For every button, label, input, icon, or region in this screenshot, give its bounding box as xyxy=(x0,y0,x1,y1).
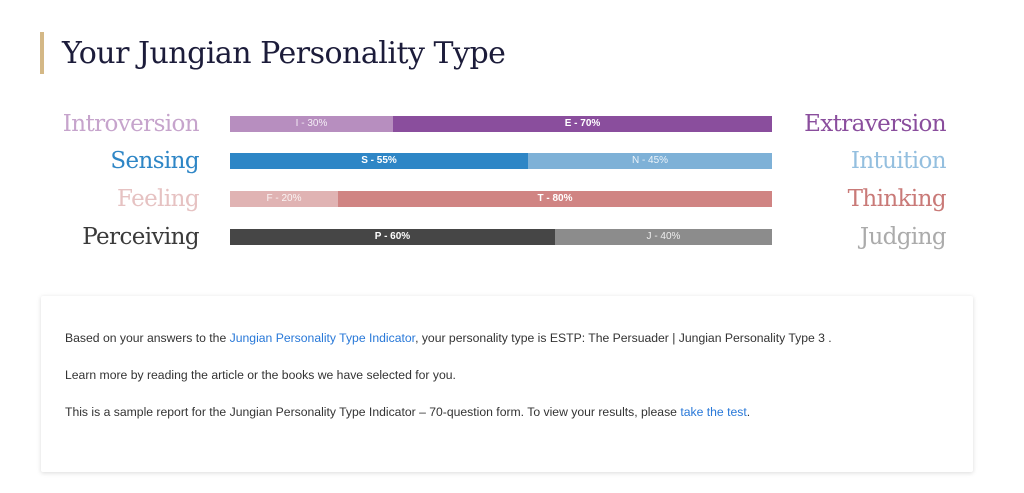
scale-left-label: Perceiving xyxy=(82,224,199,250)
bar-segment-right: J - 40% xyxy=(555,229,772,245)
bar-segment-left: P - 60% xyxy=(230,229,555,245)
bar-segment-left: I - 30% xyxy=(230,116,393,132)
report-summary: Based on your answers to the Jungian Per… xyxy=(65,328,949,348)
scale-right-label: Extraversion xyxy=(804,111,947,137)
sample-note-suffix: . xyxy=(746,405,751,419)
title-accent-bar xyxy=(40,32,44,74)
summary-suffix: , your personality type is ESTP: The Per… xyxy=(415,331,832,345)
scale-left-label: Introversion xyxy=(62,111,200,137)
scale-bar: F - 20% T - 80% xyxy=(230,191,772,207)
sample-note-prefix: This is a sample report for the Jungian … xyxy=(65,405,681,419)
report-card: Based on your answers to the Jungian Per… xyxy=(41,296,973,472)
scale-left-label: Feeling xyxy=(117,186,200,212)
scale-row-ie: Introversion I - 30% E - 70% Extraversio… xyxy=(0,109,1024,139)
scale-row-ft: Feeling F - 20% T - 80% Thinking xyxy=(0,184,1024,214)
scale-bar: P - 60% J - 40% xyxy=(230,229,772,245)
scale-left-label: Sensing xyxy=(110,148,199,174)
take-test-link[interactable]: take the test xyxy=(680,405,747,419)
page-header: Your Jungian Personality Type xyxy=(40,32,506,74)
page-title: Your Jungian Personality Type xyxy=(62,35,506,71)
bar-segment-right: T - 80% xyxy=(338,191,772,207)
report-sample-note: This is a sample report for the Jungian … xyxy=(65,402,949,422)
scale-row-sn: Sensing S - 55% N - 45% Intuition xyxy=(0,146,1024,176)
bar-segment-left: F - 20% xyxy=(230,191,338,207)
bar-segment-right: N - 45% xyxy=(528,153,772,169)
scale-bar: I - 30% E - 70% xyxy=(230,116,772,132)
bar-segment-left: S - 55% xyxy=(230,153,528,169)
bar-segment-right: E - 70% xyxy=(393,116,772,132)
scale-row-pj: Perceiving P - 60% J - 40% Judging xyxy=(0,222,1024,252)
indicator-link[interactable]: Jungian Personality Type Indicator xyxy=(229,331,416,345)
scale-right-label: Intuition xyxy=(850,148,947,174)
scale-right-label: Thinking xyxy=(847,186,947,212)
scale-right-label: Judging xyxy=(859,224,947,250)
scale-bar: S - 55% N - 45% xyxy=(230,153,772,169)
summary-prefix: Based on your answers to the xyxy=(65,331,230,345)
report-learn-more: Learn more by reading the article or the… xyxy=(65,368,456,382)
